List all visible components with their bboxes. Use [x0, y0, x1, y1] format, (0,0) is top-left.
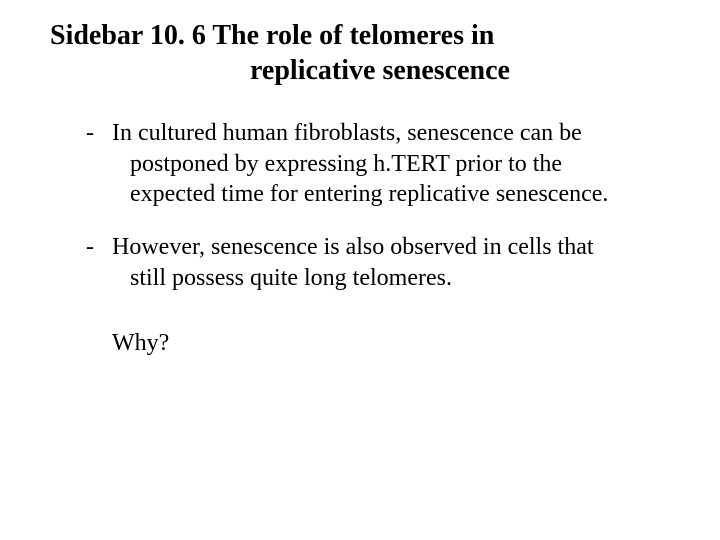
bullet-dash: - — [86, 232, 112, 263]
title-line1-rest: The role of telomeres in — [212, 20, 494, 51]
bullet-item: - In cultured human fibroblasts, senesce… — [86, 118, 680, 210]
bullet-line: expected time for entering replicative s… — [112, 179, 608, 210]
bullet-line: postponed by expressing h.TERT prior to … — [112, 149, 562, 180]
title-line-2: replicative senescence — [50, 53, 680, 88]
bullet-text: In cultured human fibroblasts, senescenc… — [112, 118, 680, 210]
bullet-line: still possess quite long telomeres. — [112, 263, 452, 294]
slide: Sidebar 10. 6 The role of telomeres in r… — [0, 0, 720, 540]
slide-title: Sidebar 10. 6 The role of telomeres in r… — [50, 18, 680, 88]
bullet-line: In cultured human fibroblasts, senescenc… — [112, 120, 582, 146]
bullet-item: - However, senescence is also observed i… — [86, 232, 680, 293]
bullet-list: - In cultured human fibroblasts, senesce… — [50, 118, 680, 294]
why-text: Why? — [50, 330, 680, 357]
title-line-1: Sidebar 10. 6 The role of telomeres in — [50, 18, 680, 53]
bullet-dash: - — [86, 118, 112, 149]
bullet-text: However, senescence is also observed in … — [112, 232, 680, 293]
bullet-line: However, senescence is also observed in … — [112, 234, 594, 260]
title-prefix: Sidebar 10. 6 — [50, 20, 212, 51]
